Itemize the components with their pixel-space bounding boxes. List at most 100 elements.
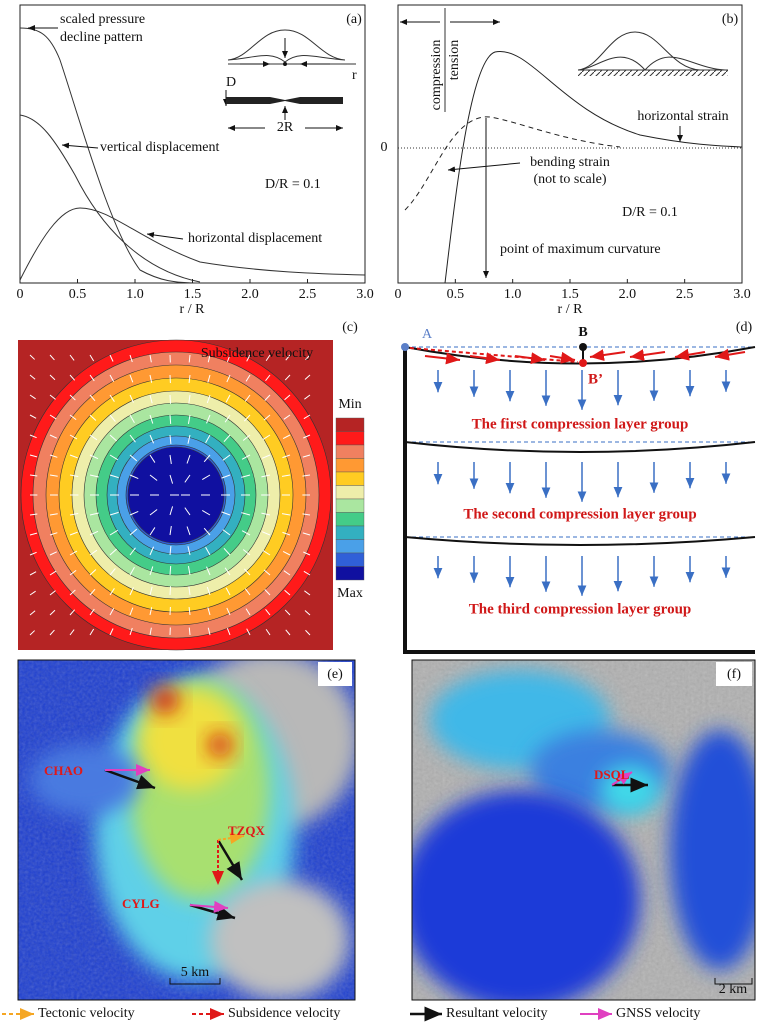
vector <box>265 628 271 636</box>
point-b <box>579 343 587 351</box>
vector <box>186 454 191 464</box>
vector <box>49 590 56 596</box>
vector <box>129 414 135 423</box>
vector <box>244 394 251 402</box>
vector <box>149 627 152 636</box>
layer-label: The first compression layer group <box>472 416 689 432</box>
vector <box>305 354 311 361</box>
vector <box>29 394 36 400</box>
annotation: compression <box>429 40 444 111</box>
vector <box>281 474 291 477</box>
legend-label: Tectonic velocity <box>38 1006 135 1021</box>
legend-label: Resultant velocity <box>446 1006 547 1021</box>
vector <box>29 610 36 616</box>
vector <box>169 586 172 596</box>
resultant-arrow <box>189 903 236 921</box>
vector <box>129 434 136 443</box>
vector <box>243 568 251 576</box>
vector <box>129 567 135 576</box>
vector <box>285 629 291 636</box>
vector <box>69 354 75 361</box>
vector <box>169 526 172 536</box>
vector <box>129 354 133 363</box>
vector <box>265 608 271 616</box>
label-box <box>318 662 352 686</box>
vector <box>69 474 79 478</box>
vector <box>169 565 172 576</box>
x-tick-label: 0 <box>17 287 24 302</box>
panel-frame <box>411 659 756 1001</box>
vector <box>129 587 134 596</box>
vector <box>187 434 191 444</box>
annotation: point of maximum curvature <box>500 242 661 257</box>
vector <box>49 474 58 477</box>
vector <box>109 628 114 636</box>
colorbar-cell <box>335 471 365 486</box>
vector <box>29 434 37 439</box>
vector <box>304 374 311 380</box>
vector <box>49 609 56 616</box>
vector <box>109 588 115 596</box>
colorbar-cell <box>335 512 365 527</box>
vector <box>149 414 154 424</box>
red-arrow <box>714 348 746 361</box>
red-arrow <box>424 352 461 365</box>
scale-bar <box>714 978 753 985</box>
deformation-zone <box>140 690 240 790</box>
x-tick-label: 2.0 <box>241 287 259 302</box>
vector <box>303 570 311 576</box>
point-label: B <box>578 325 587 340</box>
vector <box>89 374 95 382</box>
inset-point <box>283 62 287 66</box>
vector <box>149 586 153 596</box>
red-arrow <box>674 348 706 361</box>
vector <box>226 628 231 636</box>
inset-curve <box>227 29 346 63</box>
vector <box>89 474 99 478</box>
vector <box>261 454 271 459</box>
vector <box>149 509 158 516</box>
vertical-curve <box>19 114 201 283</box>
inset-layer <box>226 97 343 104</box>
vector <box>89 628 95 636</box>
inset-curve <box>577 31 726 71</box>
arrow <box>61 142 99 149</box>
vector <box>69 609 76 616</box>
vector <box>129 394 134 403</box>
panel-frame <box>17 659 356 1001</box>
vector <box>29 513 38 516</box>
vector <box>303 434 311 439</box>
colorbar-label: Max <box>337 586 363 601</box>
vector <box>302 513 311 516</box>
point-label: B’ <box>588 371 603 387</box>
x-tick-label: 2.0 <box>619 287 637 302</box>
annotation: D/R = 0.1 <box>622 205 678 220</box>
vector <box>303 414 311 420</box>
vector <box>89 608 95 616</box>
vector <box>109 511 119 516</box>
panel-label: (f) <box>727 667 741 682</box>
vector <box>109 548 117 556</box>
vector <box>226 374 231 383</box>
annotation: scaled pressure <box>60 12 145 27</box>
vector <box>282 454 291 459</box>
vector <box>263 414 271 421</box>
map-title: Subsidence velocity <box>201 346 313 361</box>
scale-bar <box>169 978 221 985</box>
vector <box>89 549 98 556</box>
colorbar-cell <box>335 498 365 513</box>
vector <box>109 354 114 362</box>
vector <box>49 394 56 400</box>
vector <box>206 586 211 596</box>
deformation-zone <box>30 745 140 815</box>
vector <box>49 629 55 636</box>
vector <box>241 530 251 536</box>
vector <box>203 454 211 463</box>
vector <box>89 434 98 441</box>
x-axis-label: r / R <box>180 302 206 317</box>
vector <box>149 374 153 383</box>
vector <box>69 454 78 459</box>
vector <box>149 474 158 481</box>
deformation-zone <box>151 686 179 714</box>
panel-b: compression tension (b) horizontal strai… <box>381 4 743 317</box>
